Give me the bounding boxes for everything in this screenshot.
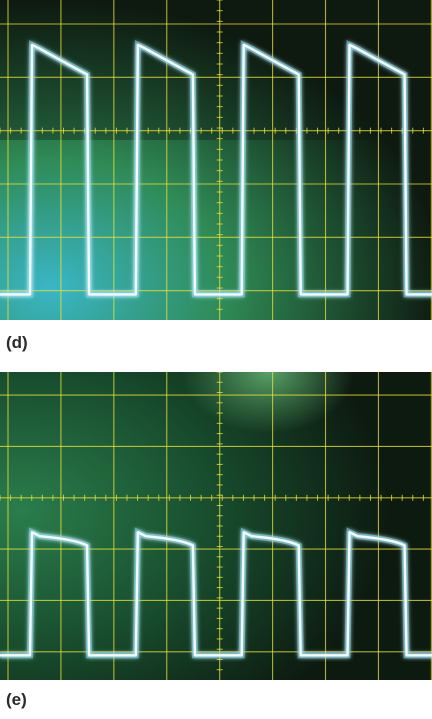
oscilloscope-screen-e [0,372,432,680]
scope-trace-e [0,372,432,680]
trace-line [0,530,432,657]
graticule [0,0,432,320]
square-wave-trace [0,527,432,659]
oscilloscope-screen-d [0,0,432,320]
graticule [0,372,432,680]
scope-trace-d [0,0,432,320]
square-wave-trace [0,39,432,298]
trace-line [0,43,432,296]
panel-label-e: (e) [6,690,27,709]
panel-label-d: (d) [6,333,28,352]
